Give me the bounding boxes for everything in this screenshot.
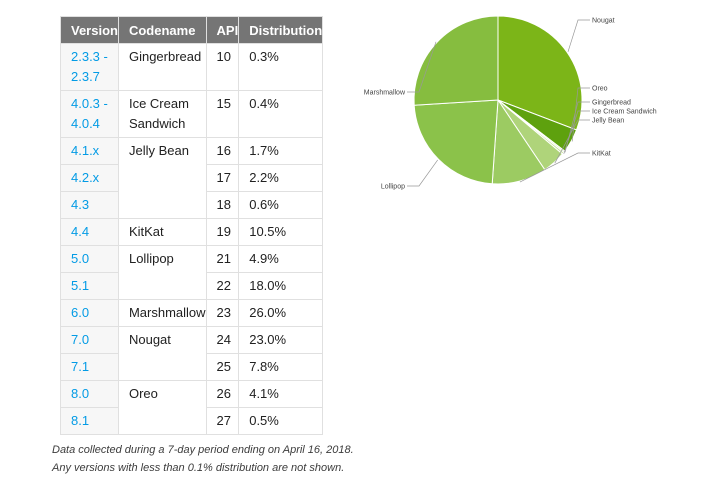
api-cell: 26 <box>205 380 240 408</box>
distribution-cell: 2.2% <box>238 164 324 192</box>
api-cell: 10 <box>205 43 240 91</box>
footnote-threshold: Any versions with less than 0.1% distrib… <box>52 462 345 474</box>
api-cell: 17 <box>205 164 240 192</box>
version-cell[interactable]: 4.1.x <box>60 137 119 165</box>
codename-cell: Nougat <box>117 326 207 381</box>
pie-label: Jelly Bean <box>592 118 624 125</box>
table-row: 7.1 25 7.8% <box>60 353 324 381</box>
leader-line <box>563 110 590 154</box>
version-link[interactable]: 4.0.3 - 4.0.4 <box>71 96 108 131</box>
table-row: 4.2.x 17 2.2% <box>60 164 324 192</box>
version-cell[interactable]: 5.1 <box>60 272 119 300</box>
pie-label: Gingerbread <box>592 100 631 107</box>
table-row: 5.0 Lollipop 21 4.9% <box>60 245 324 300</box>
version-link[interactable]: 5.0 <box>71 251 90 266</box>
distribution-cell: 1.7% <box>238 137 324 165</box>
leader-line <box>407 41 437 93</box>
version-link[interactable]: 4.1.x <box>71 143 100 158</box>
codename-cell: Jelly Bean <box>117 137 207 219</box>
table-row: 4.4 KitKat 19 10.5% <box>60 218 324 246</box>
version-link[interactable]: 8.1 <box>71 413 90 428</box>
version-cell[interactable]: 4.0.3 - 4.0.4 <box>60 90 119 138</box>
table-header-row: Version Codename API Distribution <box>60 16 324 44</box>
distribution-cell: 0.6% <box>238 191 324 219</box>
version-link[interactable]: 7.1 <box>71 359 90 374</box>
leader-line <box>567 19 590 52</box>
version-link[interactable]: 4.4 <box>71 224 90 239</box>
distribution-cell: 18.0% <box>238 272 324 300</box>
pie-label: Marshmallow <box>364 90 406 97</box>
pie-slice-lollipop <box>413 99 499 185</box>
version-cell[interactable]: 8.1 <box>60 407 119 435</box>
table-row: 4.1.x Jelly Bean 16 1.7% <box>60 137 324 219</box>
version-cell[interactable]: 4.4 <box>60 218 119 246</box>
table-row: 4.0.3 - 4.0.4 Ice Cream Sandwich 15 0.4% <box>60 90 324 138</box>
api-cell: 24 <box>205 326 240 354</box>
table-row: 5.1 22 18.0% <box>60 272 324 300</box>
table-row: 4.3 18 0.6% <box>60 191 324 219</box>
footnote-data-period: Data collected during a 7-day period end… <box>52 444 354 456</box>
table-row: 8.1 27 0.5% <box>60 407 324 435</box>
codename-cell: KitKat <box>117 218 207 246</box>
version-cell[interactable]: 4.2.x <box>60 164 119 192</box>
pie-slice-marshmallow <box>413 15 499 106</box>
api-cell: 22 <box>205 272 240 300</box>
distribution-cell: 26.0% <box>238 299 324 327</box>
table-row: 6.0 Marshmallow 23 26.0% <box>60 299 324 327</box>
pie-label: Nougat <box>592 18 615 25</box>
version-link[interactable]: 8.0 <box>71 386 90 401</box>
version-cell[interactable]: 7.0 <box>60 326 119 354</box>
table-row: 8.0 Oreo 26 4.1% <box>60 380 324 435</box>
distribution-cell: 4.1% <box>238 380 324 408</box>
pie-label: Ice Cream Sandwich <box>592 109 657 116</box>
api-cell: 21 <box>205 245 240 273</box>
version-link[interactable]: 7.0 <box>71 332 90 347</box>
leader-line <box>407 159 438 187</box>
distribution-cell: 0.4% <box>238 90 324 138</box>
distribution-cell: 10.5% <box>238 218 324 246</box>
distribution-table: Version Codename API Distribution 2.3.3 … <box>60 16 324 435</box>
version-cell[interactable]: 5.0 <box>60 245 119 273</box>
pie-label: Oreo <box>592 86 608 93</box>
api-cell: 23 <box>205 299 240 327</box>
column-header-distribution: Distribution <box>238 16 324 44</box>
distribution-cell: 0.3% <box>238 43 324 91</box>
version-cell[interactable]: 2.3.3 - 2.3.7 <box>60 43 119 91</box>
pie-slice-nougat <box>497 15 583 131</box>
codename-cell: Ice Cream Sandwich <box>117 90 207 138</box>
pie-label: KitKat <box>592 151 611 158</box>
codename-cell: Marshmallow <box>117 299 207 327</box>
version-cell[interactable]: 6.0 <box>60 299 119 327</box>
version-link[interactable]: 5.1 <box>71 278 90 293</box>
version-cell[interactable]: 7.1 <box>60 353 119 381</box>
version-cell[interactable]: 4.3 <box>60 191 119 219</box>
api-cell: 16 <box>205 137 240 165</box>
api-cell: 25 <box>205 353 240 381</box>
codename-cell: Gingerbread <box>117 43 207 91</box>
leader-line <box>554 119 590 164</box>
distribution-pie-chart: Nougat Oreo Gingerbread Ice Cream Sandwich J… <box>364 15 657 191</box>
api-cell: 15 <box>205 90 240 138</box>
codename-cell: Lollipop <box>117 245 207 300</box>
leader-line <box>519 152 590 183</box>
distribution-cell: 23.0% <box>238 326 324 354</box>
column-header-codename: Codename <box>117 16 207 44</box>
table-row: 7.0 Nougat 24 23.0% <box>60 326 324 381</box>
distribution-cell: 0.5% <box>238 407 324 435</box>
version-link[interactable]: 2.3.3 - 2.3.7 <box>71 49 108 84</box>
version-link[interactable]: 4.2.x <box>71 170 100 185</box>
table-row: 2.3.3 - 2.3.7 Gingerbread 10 0.3% <box>60 43 324 91</box>
codename-cell: Oreo <box>117 380 207 435</box>
api-cell: 19 <box>205 218 240 246</box>
column-header-api: API <box>205 16 240 44</box>
version-cell[interactable]: 8.0 <box>60 380 119 408</box>
version-link[interactable]: 6.0 <box>71 305 90 320</box>
column-header-version: Version <box>60 16 119 44</box>
api-cell: 18 <box>205 191 240 219</box>
distribution-cell: 4.9% <box>238 245 324 273</box>
pie-label: Lollipop <box>381 184 405 191</box>
version-link[interactable]: 4.3 <box>71 197 90 212</box>
distribution-cell: 7.8% <box>238 353 324 381</box>
api-cell: 27 <box>205 407 240 435</box>
